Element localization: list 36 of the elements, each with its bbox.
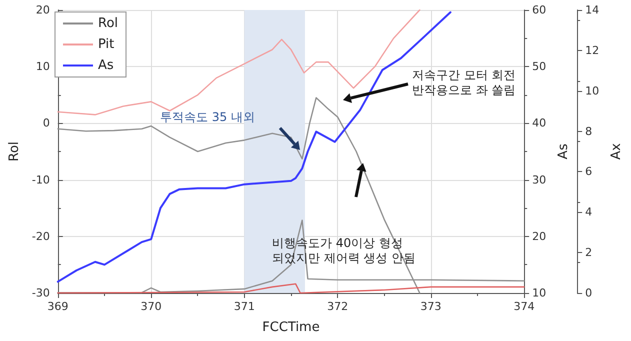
y2-tick-label: 20 (532, 230, 546, 243)
x-tick-label: 370 (140, 300, 162, 313)
legend-label: Rol (98, 16, 118, 31)
x-tick-label: 372 (327, 300, 348, 313)
y3-axis-title: Ax (609, 142, 624, 160)
y2-axis-title: As (556, 143, 571, 160)
y3-tick-label: 2 (585, 246, 592, 260)
y-tick-label: 0 (42, 116, 50, 130)
y-axis-title: Rol (7, 141, 22, 162)
y3-tick-label: 0 (585, 286, 592, 300)
x-tick-label: 369 (47, 300, 68, 313)
y3-tick-label: 14 (585, 4, 600, 16)
y-tick-label: -30 (32, 286, 50, 300)
y3-tick-label: 10 (585, 84, 600, 98)
x-tick-label: 374 (514, 300, 535, 313)
y-tick-label: 20 (36, 4, 50, 16)
legend-label: Pit (98, 37, 114, 52)
y-tick-label: 10 (36, 60, 50, 74)
annotation: 비행속도가 40이상 형성 되었지만 제어력 생성 안됨 (272, 236, 416, 266)
x-axis-title: FCCTime (262, 320, 320, 335)
y-tick-label: -20 (32, 230, 50, 243)
y3-tick-label: 8 (585, 124, 592, 138)
y3-tick-label: 4 (585, 206, 592, 219)
legend-label: As (98, 58, 114, 73)
y2-tick-label: 60 (532, 4, 546, 16)
annotation: 저속구간 모터 회전 반작용으로 좌 쏠림 (412, 68, 516, 98)
annotation: 투적속도 35 내외 (160, 110, 255, 125)
y2-tick-label: 50 (532, 60, 546, 74)
x-tick-label: 371 (234, 300, 255, 313)
y2-tick-label: 10 (532, 286, 546, 300)
y3-tick-label: 6 (585, 165, 592, 178)
y2-tick-label: 30 (532, 173, 546, 186)
y-tick-label: -10 (32, 173, 50, 186)
y3-tick-label: 12 (585, 44, 600, 57)
x-tick-label: 373 (420, 300, 442, 313)
y2-tick-label: 40 (532, 116, 546, 130)
